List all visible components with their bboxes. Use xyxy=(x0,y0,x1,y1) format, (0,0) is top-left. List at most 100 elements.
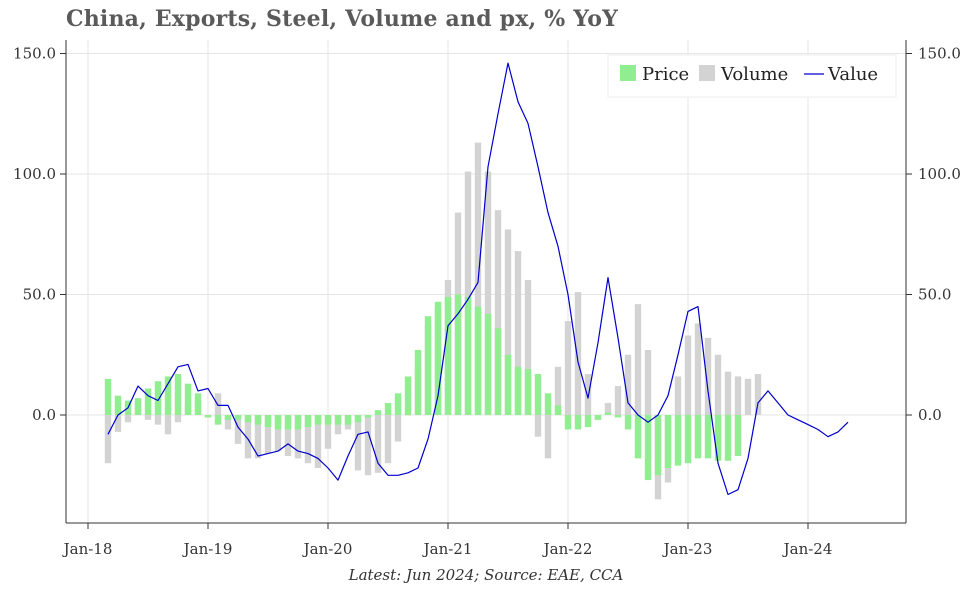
value-line xyxy=(107,62,849,496)
price-bar xyxy=(544,393,552,415)
volume-bar xyxy=(504,229,512,415)
volume-bar xyxy=(274,415,282,452)
price-bars xyxy=(104,294,742,481)
x-tick-label: Jan-19 xyxy=(182,540,233,558)
price-bar xyxy=(234,415,242,420)
volume-bar xyxy=(144,415,152,420)
price-bar xyxy=(604,412,612,415)
volume-bar xyxy=(724,371,732,415)
price-bar xyxy=(344,415,352,425)
x-tick-label: Jan-22 xyxy=(542,540,593,558)
y-tick-label-right: 150.0 xyxy=(918,45,961,63)
volume-bar xyxy=(304,415,312,464)
price-bar xyxy=(224,415,232,420)
legend-volume-label: Volume xyxy=(720,64,788,85)
price-bar xyxy=(314,415,322,425)
volume-bar xyxy=(244,415,252,459)
volume-bar xyxy=(544,415,552,459)
volume-bar xyxy=(634,304,642,415)
price-bar xyxy=(584,415,592,428)
price-bar xyxy=(734,415,742,456)
volume-bar xyxy=(644,349,652,415)
price-bar xyxy=(514,366,522,415)
volume-bar xyxy=(674,376,682,415)
volume-bar xyxy=(464,171,472,415)
volume-bar xyxy=(494,210,502,415)
price-bar xyxy=(704,415,712,459)
price-bar xyxy=(154,381,162,415)
volume-bar xyxy=(254,415,262,459)
chart-source: Latest: Jun 2024; Source: EAE, CCA xyxy=(348,566,624,584)
price-bar xyxy=(144,388,152,415)
price-bar xyxy=(634,415,642,459)
x-tick-label: Jan-24 xyxy=(782,540,833,558)
price-bar xyxy=(434,301,442,415)
price-bar xyxy=(364,415,372,418)
price-bar xyxy=(114,395,122,415)
volume-bar xyxy=(324,415,332,449)
legend-box xyxy=(607,54,897,98)
volume-bar xyxy=(754,374,762,415)
price-bar xyxy=(664,415,672,469)
price-bar xyxy=(644,415,652,481)
volume-bar xyxy=(604,402,612,415)
volume-bar xyxy=(154,415,162,425)
price-bar xyxy=(394,393,402,415)
volume-bar xyxy=(694,323,702,415)
price-bar xyxy=(554,405,562,415)
price-bar xyxy=(414,349,422,415)
volume-bar xyxy=(384,415,392,464)
price-bar xyxy=(204,415,212,418)
legend[interactable]: Price Volume Value xyxy=(607,54,897,98)
volume-bar xyxy=(294,415,302,459)
volume-bar xyxy=(224,415,232,430)
price-bar xyxy=(194,393,202,415)
volume-bar xyxy=(624,354,632,415)
price-bar xyxy=(104,378,112,415)
volume-bar xyxy=(374,415,382,473)
volume-bar xyxy=(734,376,742,415)
volume-bar xyxy=(584,374,592,415)
price-bar xyxy=(264,415,272,428)
volume-bar xyxy=(394,415,402,442)
volume-bar xyxy=(704,337,712,415)
y-tick-label-right: 50.0 xyxy=(918,286,951,304)
y-tick-label-left: 100.0 xyxy=(13,165,56,183)
x-tick-label: Jan-21 xyxy=(422,540,473,558)
price-bar xyxy=(374,410,382,415)
y-tick-label-left: 150.0 xyxy=(13,45,56,63)
axes: 0.0 0.0 50.0 50.0 100.0 100.0 150.0 150.0 Jan-18… xyxy=(13,40,961,558)
price-bar xyxy=(454,294,462,415)
price-bar xyxy=(134,398,142,415)
volume-bar xyxy=(554,366,562,415)
x-tick-label: Jan-20 xyxy=(302,540,353,558)
price-bar xyxy=(674,415,682,466)
volume-bars xyxy=(104,142,762,500)
volume-bar xyxy=(234,415,242,444)
price-bar xyxy=(534,374,542,415)
volume-bar xyxy=(744,378,752,415)
price-bar xyxy=(484,313,492,415)
volume-bar xyxy=(364,415,372,476)
volume-bar xyxy=(174,415,182,423)
price-bar xyxy=(464,296,472,415)
price-bar xyxy=(574,415,582,430)
price-bar xyxy=(184,383,192,415)
price-bar xyxy=(614,415,622,418)
volume-bar xyxy=(614,386,622,415)
volume-bar xyxy=(574,292,582,415)
volume-bar xyxy=(124,415,132,423)
price-bar xyxy=(384,402,392,415)
volume-bar xyxy=(314,415,322,469)
price-bar xyxy=(164,376,172,415)
chart-title: China, Exports, Steel, Volume and px, % … xyxy=(66,6,619,32)
volume-bar xyxy=(354,415,362,471)
volume-bar xyxy=(564,321,572,415)
y-tick-label-right: 0.0 xyxy=(918,406,942,424)
volume-bar xyxy=(104,415,112,464)
price-bar xyxy=(474,306,482,415)
price-bar xyxy=(294,415,302,430)
volume-bar xyxy=(684,335,692,415)
volume-bar xyxy=(514,251,522,415)
